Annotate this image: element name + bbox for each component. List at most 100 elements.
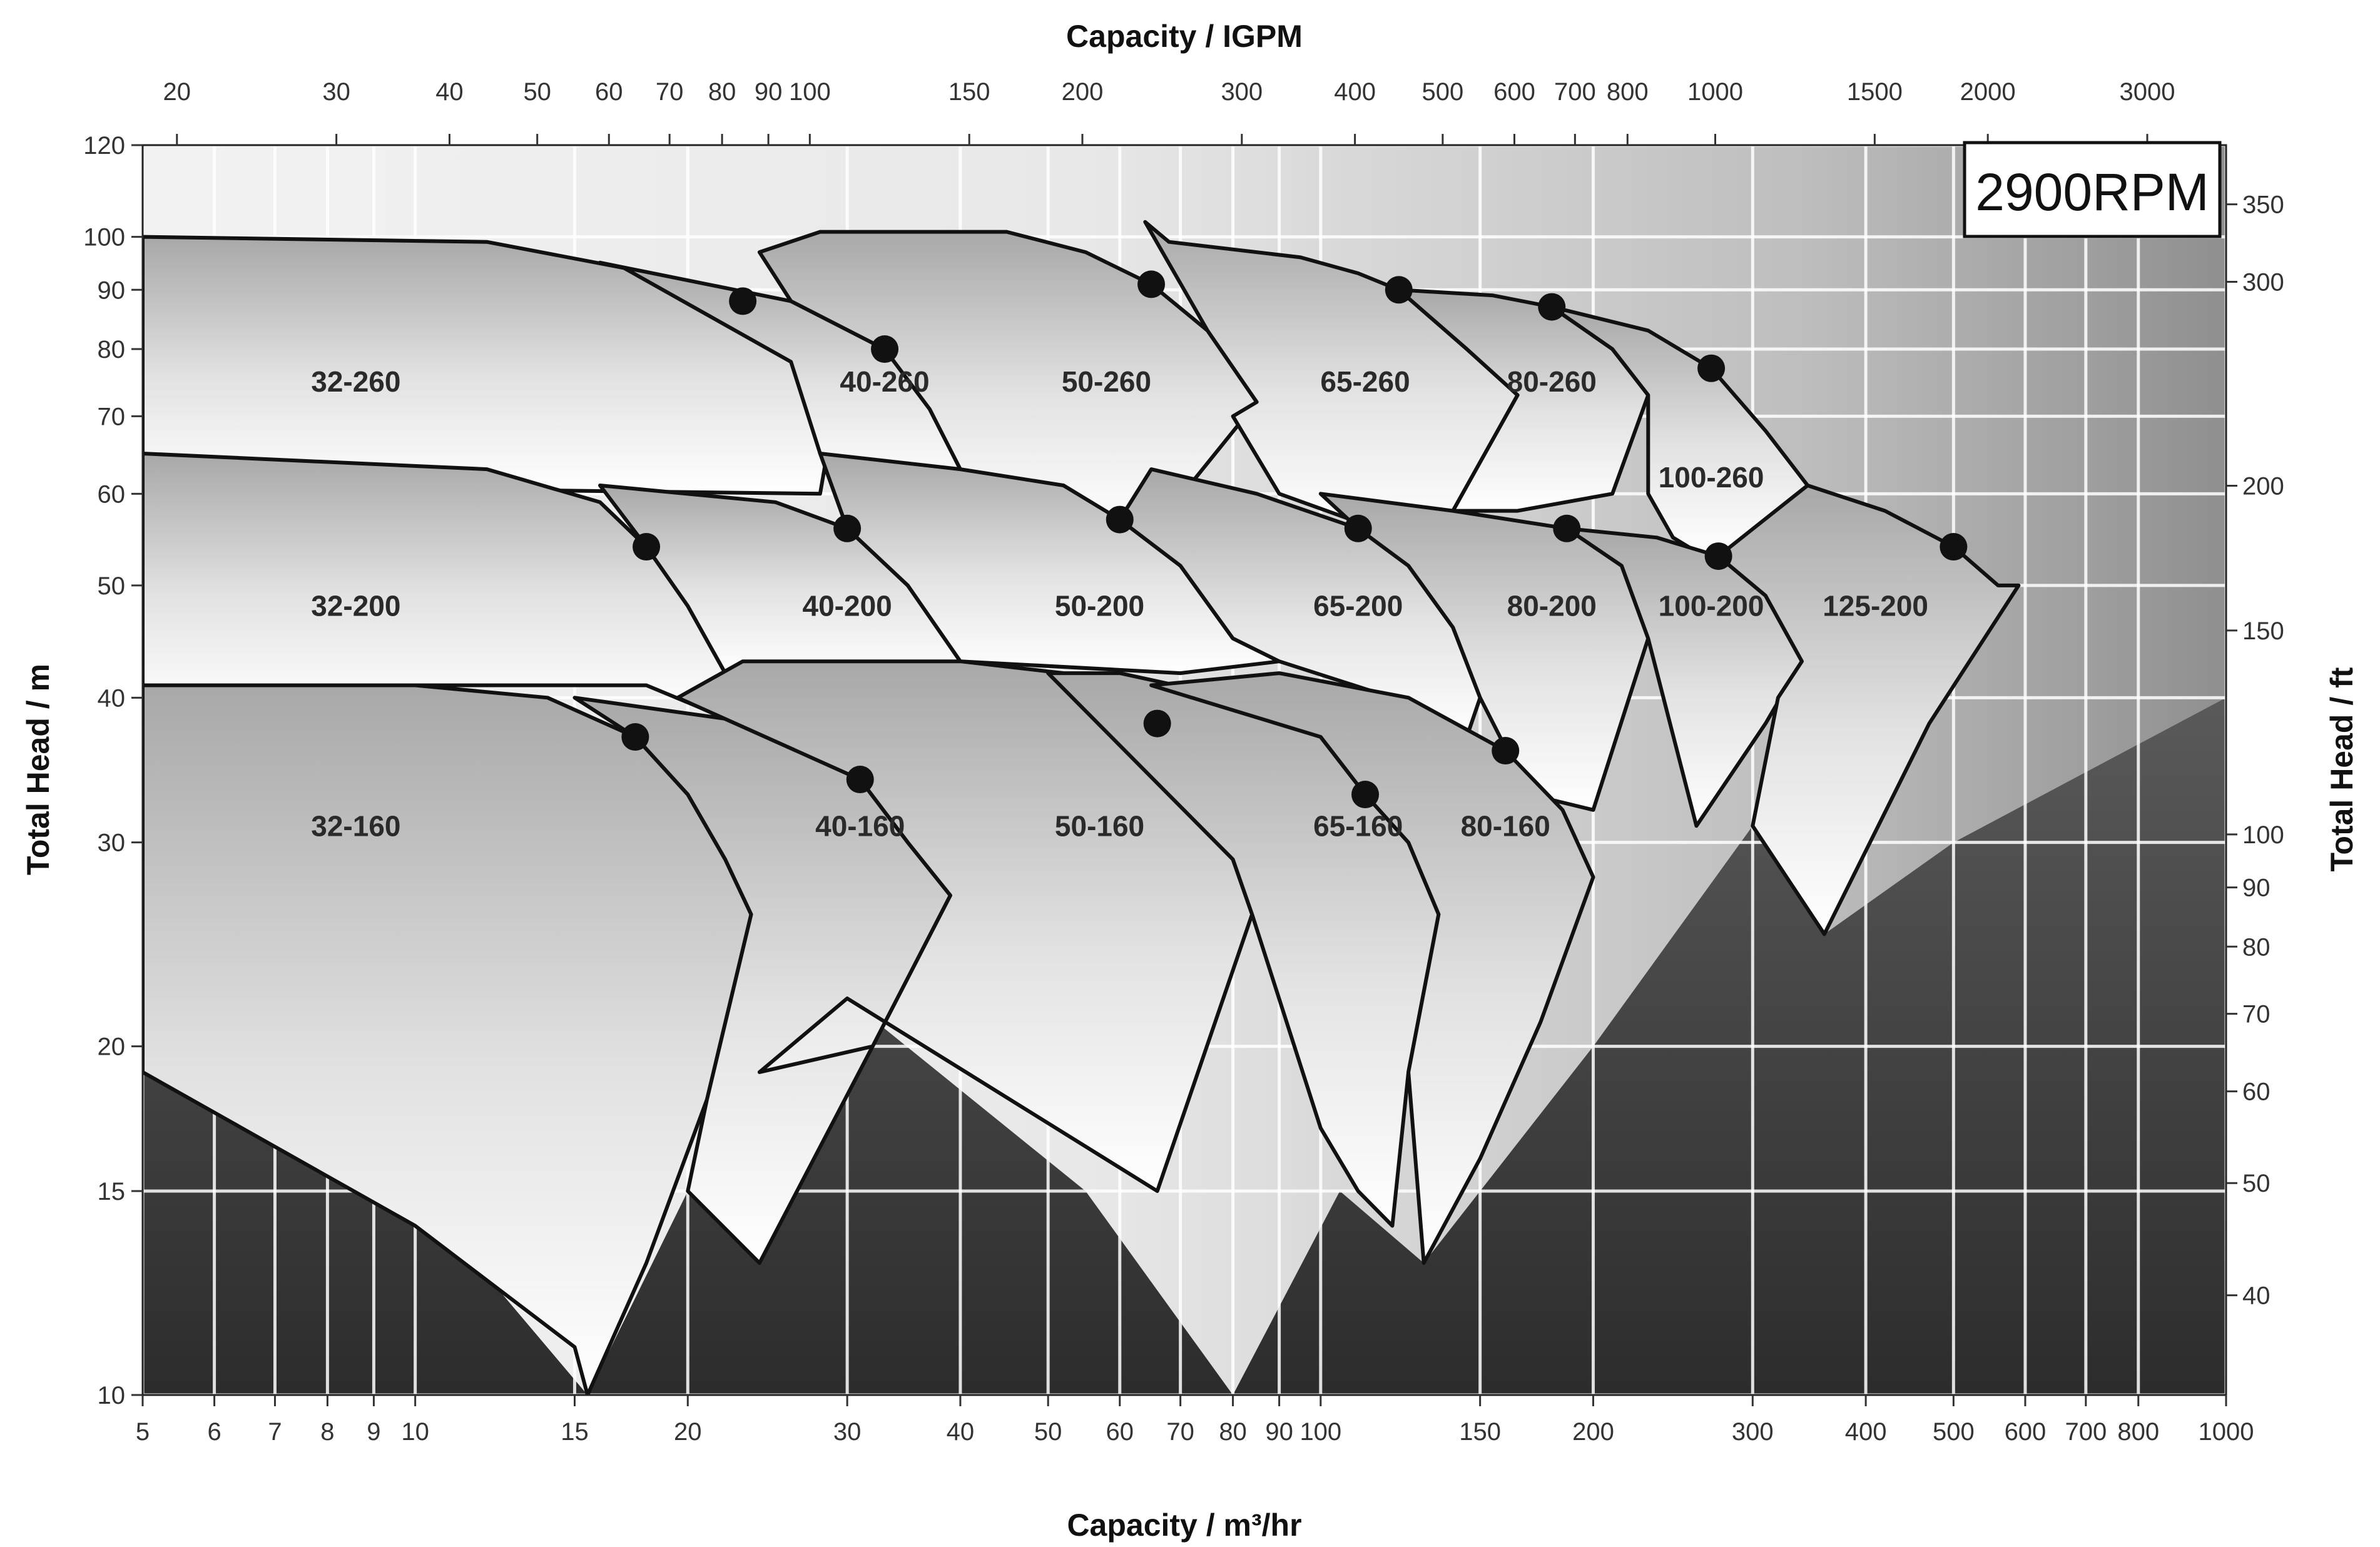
x2-axis-ticks: 20 30 40 50 60 70 80 90 100 150 200 300 400 500 600 700… — [163, 78, 2175, 145]
region-label-40-200: 40-200 — [803, 590, 892, 622]
bep-marker-65-260 — [1385, 276, 1413, 304]
bep-marker-100-260 — [1697, 354, 1726, 382]
x-tick-label: 90 — [1265, 1418, 1293, 1446]
region-label-100-200: 100-200 — [1659, 590, 1764, 622]
bep-marker-65-200 — [1344, 514, 1372, 542]
y-tick-label: 120 — [83, 132, 125, 160]
bep-marker-125-200 — [1940, 533, 1968, 561]
y2-tick-label: 80 — [2242, 933, 2271, 961]
region-label-50-200: 50-200 — [1055, 590, 1144, 622]
x-tick-label: 100 — [1299, 1418, 1341, 1446]
region-label-65-260: 65-260 — [1320, 365, 1410, 398]
y-axis-title: Total Head / m — [21, 664, 56, 875]
x2-tick-label: 30 — [322, 78, 350, 106]
y2-axis-ticks: 40 50 60 70 80 90 100 150 200 300 350 — [2226, 191, 2284, 1310]
x2-tick-label: 90 — [755, 78, 783, 106]
region-label-50-260: 50-260 — [1062, 365, 1151, 398]
x2-tick-label: 400 — [1334, 78, 1376, 106]
x2-tick-label: 50 — [523, 78, 551, 106]
region-label-32-160: 32-160 — [311, 809, 400, 842]
x-tick-label: 70 — [1166, 1418, 1194, 1446]
region-label-80-260: 80-260 — [1507, 365, 1597, 398]
y2-tick-label: 100 — [2242, 821, 2284, 849]
x-tick-label: 700 — [2065, 1418, 2107, 1446]
y-tick-label: 50 — [98, 572, 126, 600]
x2-tick-label: 3000 — [2120, 78, 2175, 106]
x2-tick-label: 300 — [1221, 78, 1263, 106]
x-tick-label: 20 — [674, 1418, 702, 1446]
bep-marker-80-260 — [1538, 293, 1566, 321]
x2-tick-label: 500 — [1421, 78, 1463, 106]
region-label-65-200: 65-200 — [1313, 590, 1403, 622]
x-tick-label: 80 — [1219, 1418, 1247, 1446]
y2-tick-label: 40 — [2242, 1282, 2271, 1310]
pump-region-80-200 — [1318, 492, 1650, 812]
region-label-32-200: 32-200 — [311, 590, 400, 622]
bep-marker-32-200 — [633, 533, 661, 561]
y2-tick-label: 70 — [2242, 1001, 2271, 1028]
x-tick-label: 8 — [320, 1418, 334, 1446]
x2-tick-label: 600 — [1493, 78, 1535, 106]
x2-axis-title: Capacity / IGPM — [1066, 19, 1303, 54]
bep-marker-80-200 — [1553, 514, 1581, 542]
bep-marker-40-160 — [846, 766, 874, 794]
x2-tick-label: 40 — [435, 78, 464, 106]
bep-marker-80-160 — [1492, 737, 1520, 765]
y-tick-label: 90 — [98, 276, 126, 304]
y-tick-label: 20 — [98, 1033, 126, 1061]
x-tick-label: 40 — [947, 1418, 975, 1446]
y2-tick-label: 50 — [2242, 1170, 2271, 1197]
best-efficiency-points — [621, 270, 1968, 809]
x-tick-label: 150 — [1459, 1418, 1501, 1446]
x-tick-label: 800 — [2117, 1418, 2159, 1446]
x-tick-label: 600 — [2005, 1418, 2047, 1446]
x2-tick-label: 60 — [595, 78, 623, 106]
y-tick-label: 80 — [98, 336, 126, 363]
x-tick-label: 400 — [1845, 1418, 1887, 1446]
y2-tick-label: 200 — [2242, 473, 2284, 500]
x2-tick-label: 700 — [1554, 78, 1596, 106]
y2-axis-title: Total Head / ft — [2324, 667, 2359, 871]
region-label-80-160: 80-160 — [1461, 809, 1550, 842]
x-tick-label: 200 — [1572, 1418, 1614, 1446]
x2-tick-label: 800 — [1607, 78, 1649, 106]
x-tick-label: 7 — [268, 1418, 282, 1446]
speed-badge-text: 2900RPM — [1975, 163, 2209, 221]
x2-tick-label: 80 — [708, 78, 736, 106]
region-label-40-160: 40-160 — [815, 809, 905, 842]
y-tick-label: 10 — [98, 1382, 126, 1409]
speed-badge: 2900RPM — [1963, 141, 2222, 238]
x-tick-label: 9 — [367, 1418, 380, 1446]
region-label-80-200: 80-200 — [1507, 590, 1597, 622]
pump-region-50-160 — [676, 659, 1254, 1193]
x-tick-label: 30 — [833, 1418, 862, 1446]
y-tick-label: 15 — [98, 1178, 126, 1205]
y2-tick-label: 90 — [2242, 875, 2271, 902]
y2-tick-label: 150 — [2242, 617, 2284, 645]
region-label-40-260: 40-260 — [840, 365, 929, 398]
bep-marker-32-260 — [729, 287, 757, 315]
y2-tick-label: 300 — [2242, 269, 2284, 297]
bep-marker-50-200 — [1106, 505, 1134, 534]
y-axis-ticks: 10 15 20 30 40 50 60 70 80 90 100 120 — [83, 132, 143, 1409]
x2-tick-label: 20 — [163, 78, 191, 106]
x-tick-label: 6 — [207, 1418, 221, 1446]
region-label-65-160: 65-160 — [1313, 809, 1403, 842]
bep-marker-40-200 — [833, 514, 862, 542]
pump-region-80-160 — [1149, 671, 1595, 1265]
x2-tick-label: 1000 — [1687, 78, 1743, 106]
y-tick-label: 100 — [83, 224, 125, 251]
x-tick-label: 10 — [401, 1418, 429, 1446]
y-tick-label: 70 — [98, 403, 126, 430]
x2-tick-label: 200 — [1062, 78, 1104, 106]
lower-limit-area — [143, 697, 2226, 1395]
y-tick-label: 30 — [98, 829, 126, 857]
region-label-50-160: 50-160 — [1055, 809, 1144, 842]
region-labels: 32-260 40-260 50-260 65-260 80-260 100-260 32-… — [311, 365, 1928, 842]
x-axis-ticks: 5 6 7 8 9 10 15 20 30 40 50 60 70 80 90 100 150 200 300 400… — [136, 1395, 2254, 1446]
x-tick-label: 15 — [561, 1418, 589, 1446]
x-tick-label: 5 — [136, 1418, 150, 1446]
region-label-100-260: 100-260 — [1659, 461, 1764, 494]
